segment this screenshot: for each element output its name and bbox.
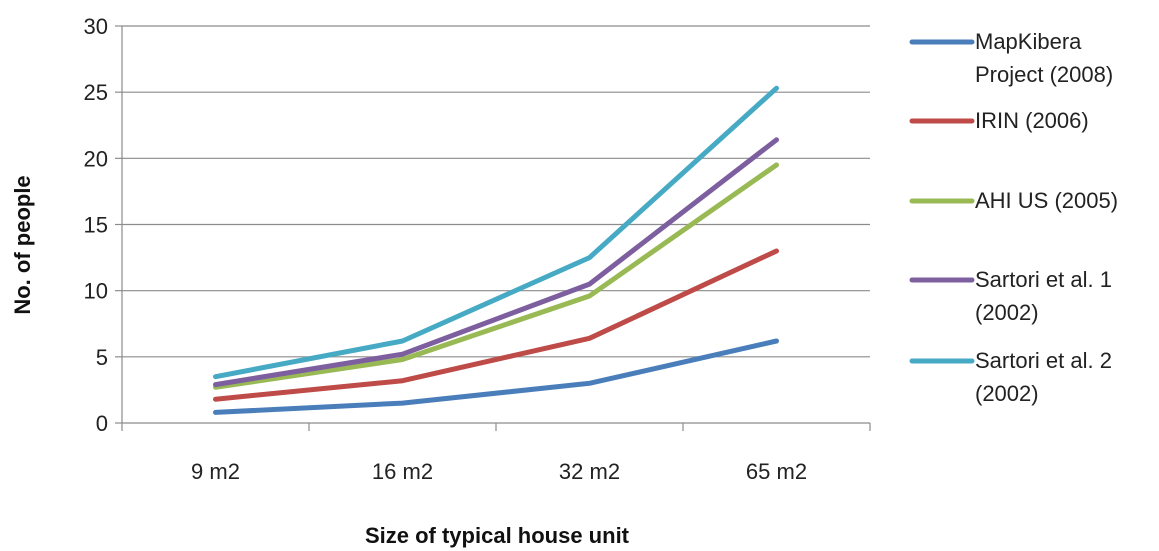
y-tick-label: 15 [84,213,108,238]
legend-label: (2002) [975,300,1039,325]
x-tick-label: 32 m2 [559,459,620,484]
x-tick-label: 16 m2 [372,459,433,484]
axes [115,25,871,431]
legend-entry: IRIN (2006) [909,108,1089,133]
y-tick-label: 10 [84,279,108,304]
legend-entry: Sartori et al. 2 (2002) [909,348,1112,406]
legend-label: Sartori et al. 2 [975,348,1112,373]
legend-label: MapKibera [975,29,1082,54]
series-line [213,248,779,402]
y-tick-label: 0 [96,411,108,436]
x-tick-label: 65 m2 [746,459,807,484]
legend-label: Sartori et al. 1 [975,267,1112,292]
legend-label: Project (2008) [975,62,1113,87]
legend-label: AHI US (2005) [975,188,1118,213]
x-axis-title: Size of typical house unit [365,523,630,548]
legend-entry: Sartori et al. 1 (2002) [909,267,1112,325]
series-line [213,162,779,390]
x-tick-label: 9 m2 [191,459,240,484]
legend: MapKibera Project (2008) IRIN (2006) AHI US… [909,29,1118,406]
legend-label: (2002) [975,381,1039,406]
y-tick-labels: 0 5 10 15 20 25 30 [84,14,108,436]
y-tick-label: 20 [84,146,108,171]
series-line [213,85,779,380]
legend-entry: AHI US (2005) [909,188,1118,213]
gridlines [122,25,870,358]
y-tick-label: 5 [96,345,108,370]
series-line [213,338,779,415]
y-tick-label: 30 [84,14,108,39]
series-lines [213,85,779,415]
y-axis-title: No. of people [10,175,35,314]
x-tick-labels: 9 m2 16 m2 32 m2 65 m2 [191,459,807,484]
series-line [213,137,779,388]
legend-entry: MapKibera Project (2008) [909,29,1113,87]
y-tick-label: 25 [84,80,108,105]
legend-label: IRIN (2006) [975,108,1089,133]
